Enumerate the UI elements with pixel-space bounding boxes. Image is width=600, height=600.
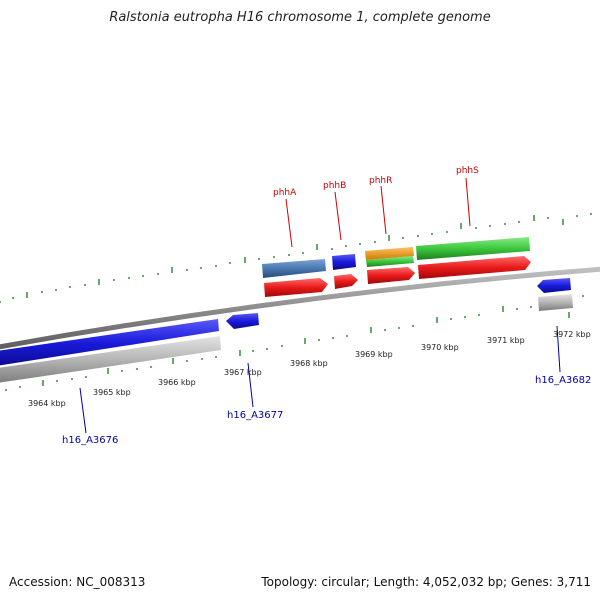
gene-label-phhR[interactable]: phhR xyxy=(369,176,392,186)
gene-h16_A3682-grey[interactable] xyxy=(538,294,573,311)
gene-phhB-red[interactable] xyxy=(334,274,358,289)
lower-tick-ring xyxy=(5,295,584,391)
kbp-label-3968: 3968 kbp xyxy=(290,359,328,368)
gene-h16_A3676-grey[interactable] xyxy=(0,336,221,384)
gene-label-h16_A3677[interactable]: h16_A3677 xyxy=(227,410,283,421)
upper-tick-ring xyxy=(0,213,592,303)
kbp-label-3965: 3965 kbp xyxy=(93,388,131,397)
chromosome-backbone xyxy=(0,266,600,350)
gene-phhS-green[interactable] xyxy=(416,237,530,260)
kbp-label-3972: 3972 kbp xyxy=(553,330,591,339)
gene-h16_A3677[interactable] xyxy=(226,313,259,329)
gene-phhR-orange[interactable] xyxy=(365,247,414,260)
gene-phhR-red[interactable] xyxy=(367,267,415,284)
gene-label-h16_A3676[interactable]: h16_A3676 xyxy=(62,435,118,446)
blue-leader-lines xyxy=(79,325,561,434)
gene-label-phhB[interactable]: phhB xyxy=(323,181,346,191)
kbp-label-3967: 3967 kbp xyxy=(224,368,262,377)
gene-label-phhA[interactable]: phhA xyxy=(273,188,297,198)
gene-label-phhS[interactable]: phhS xyxy=(456,166,479,176)
red-leader-lines xyxy=(285,177,471,248)
gene-h16_A3682-blue[interactable] xyxy=(537,278,571,293)
gene-label-h16_A3682[interactable]: h16_A3682 xyxy=(535,375,591,386)
gene-phhS-red[interactable] xyxy=(418,256,531,279)
kbp-label-3966: 3966 kbp xyxy=(158,378,196,387)
gene-phhA-steel[interactable] xyxy=(262,259,326,278)
kbp-label-3969: 3969 kbp xyxy=(355,350,393,359)
gene-phhR-green[interactable] xyxy=(366,256,414,267)
map-title: Ralstonia eutropha H16 chromosome 1, com… xyxy=(109,10,491,25)
gene-phhA-red[interactable] xyxy=(264,278,328,297)
kbp-label-3964: 3964 kbp xyxy=(28,399,66,408)
kbp-label-3971: 3971 kbp xyxy=(487,336,525,345)
gene-h16_A3676-blue[interactable] xyxy=(0,319,219,367)
kbp-label-3970: 3970 kbp xyxy=(421,343,459,352)
gene-phhB-blue[interactable] xyxy=(332,254,356,270)
accession-label: Accession: NC_008313 xyxy=(9,575,146,589)
genome-stats-label: Topology: circular; Length: 4,052,032 bp… xyxy=(261,575,591,589)
